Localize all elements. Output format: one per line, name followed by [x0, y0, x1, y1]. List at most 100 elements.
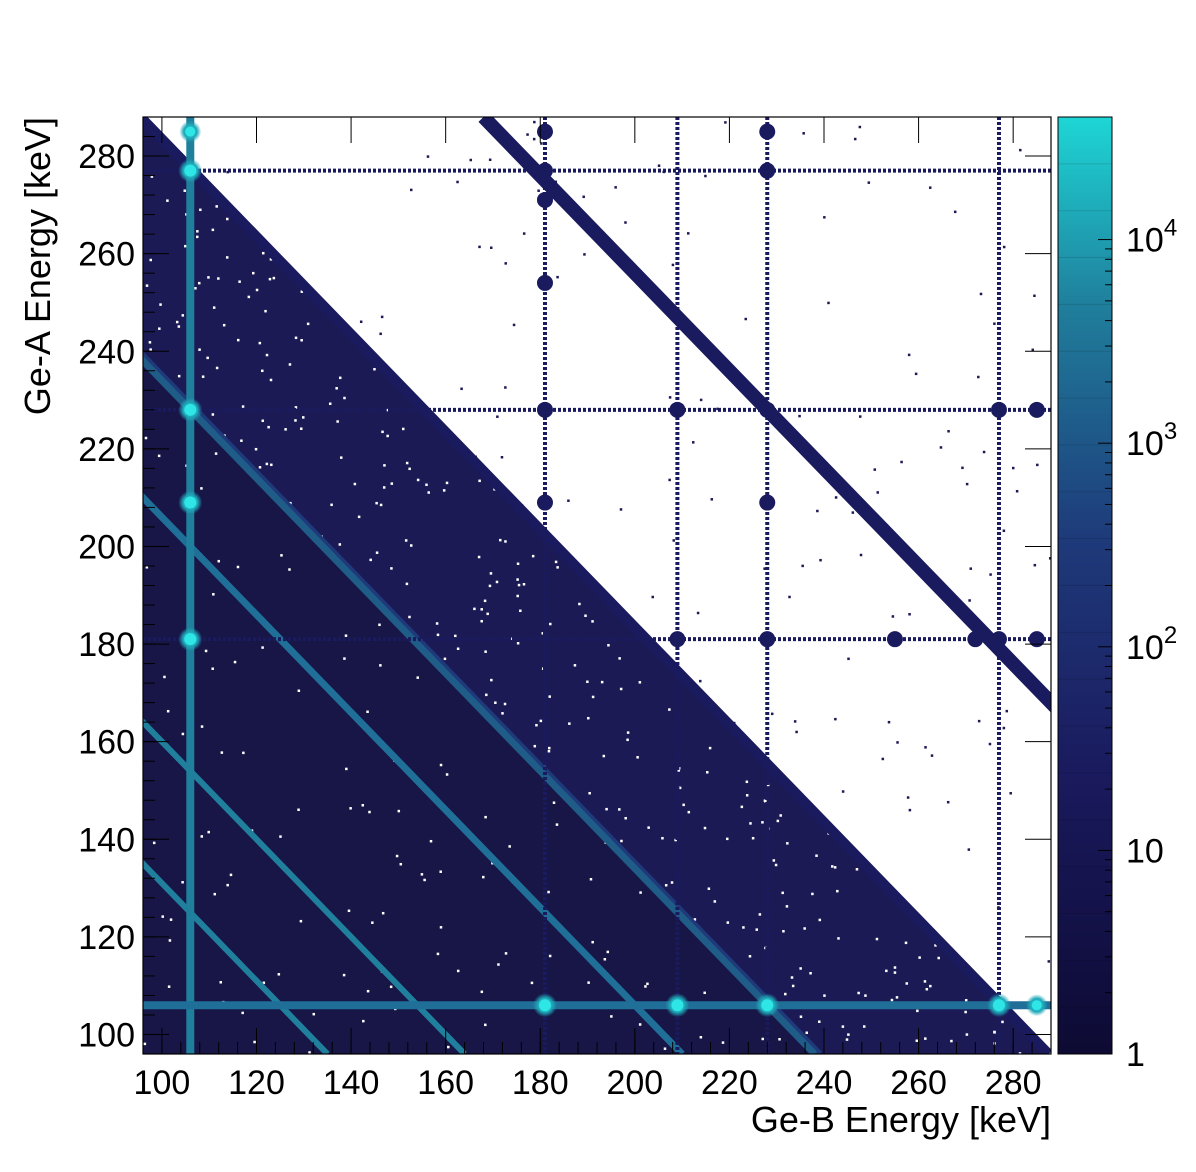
peak-dot: [184, 164, 197, 177]
noise-speck: [721, 1041, 725, 1044]
noise-speck: [289, 501, 292, 505]
noise-speck: [708, 746, 712, 750]
noise-speck: [532, 137, 536, 141]
noise-speck: [328, 402, 332, 405]
colorbar-label: 10: [1126, 832, 1164, 870]
noise-speck: [241, 1011, 244, 1015]
noise-speck: [269, 258, 273, 261]
noise-speck: [591, 695, 595, 699]
noise-speck: [344, 634, 348, 637]
colorbar-gradient: [1058, 117, 1112, 1054]
noise-speck: [979, 292, 983, 296]
noise-speck: [299, 427, 303, 430]
noise-speck: [646, 982, 649, 986]
noise-speck: [516, 594, 519, 598]
noise-speck: [215, 366, 219, 370]
noise-speck: [265, 462, 269, 466]
noise-speck: [167, 985, 171, 988]
noise-speck: [395, 854, 399, 858]
noise-speck: [386, 408, 390, 412]
noise-speck: [206, 356, 209, 360]
noise-speck: [687, 810, 691, 814]
noise-speck: [764, 800, 767, 803]
noise-speck: [198, 348, 201, 351]
noise-speck: [204, 649, 208, 653]
noise-speck: [347, 909, 351, 913]
noise-speck: [379, 332, 382, 336]
noise-speck: [993, 322, 996, 325]
noise-speck: [447, 1045, 450, 1049]
noise-speck: [145, 566, 149, 569]
noise-speck: [264, 309, 267, 313]
noise-speck: [425, 483, 428, 487]
noise-speck: [620, 839, 623, 843]
noise-speck: [1031, 348, 1035, 352]
noise-speck: [236, 338, 240, 342]
noise-speck: [207, 830, 210, 834]
noise-speck: [1018, 1052, 1022, 1054]
noise-speck: [531, 554, 535, 558]
noise-speck: [803, 927, 806, 930]
noise-speck: [993, 1030, 996, 1034]
noise-speck: [519, 609, 522, 613]
noise-speck: [504, 952, 508, 955]
noise-speck: [196, 230, 199, 233]
noise-speck: [339, 456, 343, 459]
noise-speck: [834, 496, 838, 499]
noise-speck: [460, 387, 463, 391]
noise-speck: [1019, 148, 1022, 152]
noise-speck: [540, 142, 543, 145]
noise-speck: [785, 905, 789, 908]
noise-speck: [1011, 466, 1015, 470]
noise-speck: [517, 583, 521, 587]
noise-speck: [818, 918, 822, 922]
noise-speck: [177, 325, 181, 328]
noise-speck: [964, 999, 968, 1002]
noise-speck: [790, 976, 794, 979]
noise-speck: [770, 712, 774, 716]
noise-speck: [270, 463, 273, 467]
noise-speck: [262, 981, 266, 985]
noise-speck: [159, 303, 162, 306]
noise-speck: [588, 791, 591, 795]
noise-speck: [647, 826, 650, 829]
noise-speck: [143, 1042, 147, 1046]
noise-speck: [338, 376, 342, 380]
noise-speck: [211, 413, 215, 416]
noise-speck: [876, 491, 879, 494]
noise-speck: [1036, 463, 1039, 467]
noise-speck: [486, 612, 489, 616]
noise-speck: [297, 808, 300, 812]
noise-speck: [788, 595, 791, 599]
noise-speck: [811, 892, 814, 896]
noise-speck: [606, 950, 610, 954]
noise-speck: [946, 800, 950, 804]
noise-speck: [547, 749, 551, 753]
noise-speck: [436, 633, 440, 637]
noise-speck: [744, 317, 747, 321]
peak-dot: [538, 999, 551, 1012]
noise-speck: [261, 369, 264, 373]
noise-speck: [896, 741, 899, 744]
noise-speck: [950, 1039, 953, 1043]
noise-speck: [383, 464, 386, 467]
peak-dot: [759, 123, 776, 140]
noise-speck: [977, 719, 981, 723]
noise-speck: [703, 991, 706, 995]
noise-speck: [200, 487, 203, 490]
noise-speck: [375, 551, 379, 554]
noise-speck: [549, 622, 552, 626]
noise-speck: [345, 767, 348, 771]
noise-speck: [795, 730, 798, 734]
noise-speck: [809, 971, 812, 975]
noise-speck: [219, 981, 223, 984]
noise-speck: [225, 256, 229, 259]
noise-speck: [181, 880, 184, 884]
noise-speck: [284, 428, 287, 431]
noise-speck: [229, 873, 233, 877]
sum-diagonal-line: [143, 492, 685, 1054]
peak-dot: [1031, 1000, 1042, 1011]
noise-speck: [267, 425, 270, 429]
noise-speck: [399, 862, 403, 866]
